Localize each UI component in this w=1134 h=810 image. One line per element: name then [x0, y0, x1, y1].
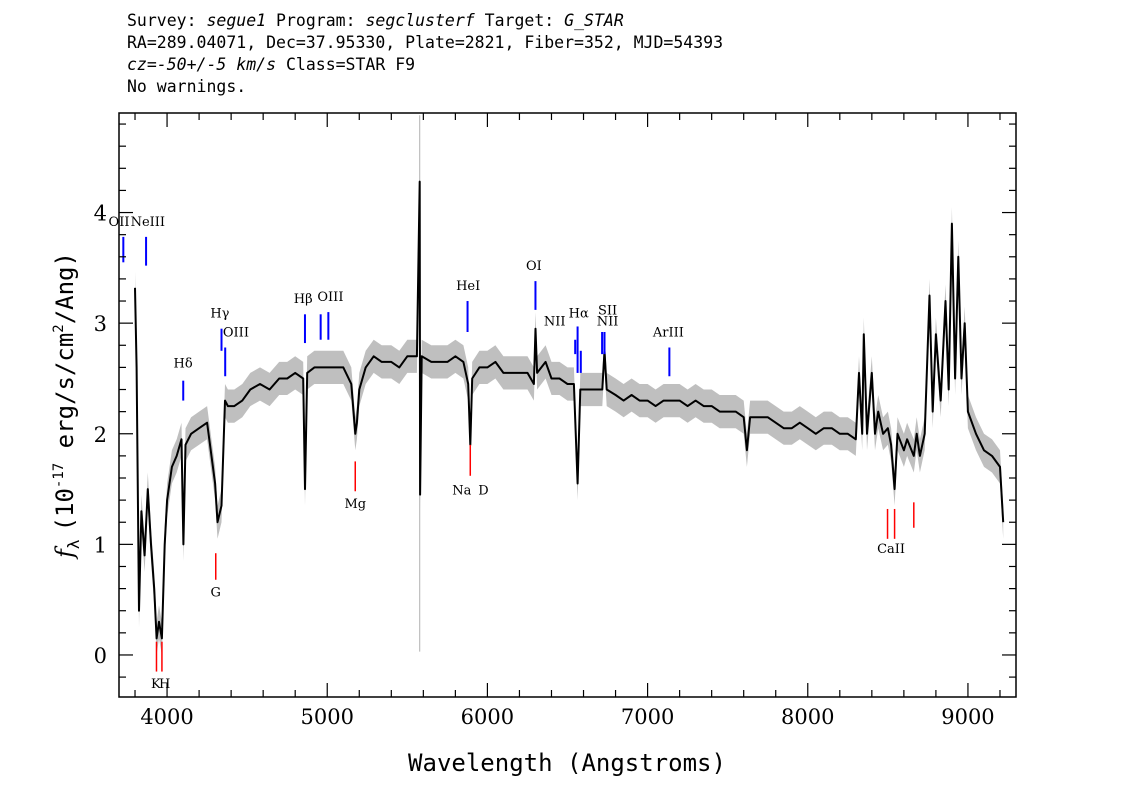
header-line-survey: Survey: segue1 Program: segclusterf Targ… — [127, 10, 723, 32]
absorption-label-0: K — [151, 677, 161, 692]
class-value: Class=STAR F9 — [285, 55, 416, 74]
y-axis-title-sub: λ — [64, 539, 83, 549]
emission-label-7: HeI — [456, 279, 480, 294]
header-line-warnings: No warnings. — [127, 77, 247, 96]
survey-value: segue1 — [206, 11, 267, 30]
absorption-label-4: Na — [452, 484, 471, 499]
survey-label: Survey: — [127, 11, 197, 30]
emission-label-3: Hγ — [210, 307, 229, 322]
y-tick-label-2: 2 — [94, 423, 107, 447]
x-tick-label-4: 8000 — [781, 705, 834, 729]
x-tick-label-2: 6000 — [461, 705, 514, 729]
emission-label-13: ArIII — [652, 325, 684, 340]
emission-label-1: NeIII — [131, 215, 165, 230]
x-tick-label-3: 7000 — [621, 705, 674, 729]
flux-line — [134, 180, 1005, 640]
spectrum-header: Survey: segue1 Program: segclusterf Targ… — [127, 10, 723, 98]
emission-label-4: OIII — [223, 325, 249, 340]
x-tick-label-1: 5000 — [301, 705, 354, 729]
y-tick-label-4: 4 — [94, 202, 107, 226]
emission-label-10: Hα — [569, 307, 589, 322]
y-axis-title-end: /Ang) — [51, 252, 79, 324]
header-line-coordinates: RA=289.04071, Dec=37.95330, Plate=2821, … — [127, 33, 724, 52]
x-tick-label-0: 4000 — [140, 705, 193, 729]
emission-label-8: OI — [526, 259, 542, 274]
y-tick-label-1: 1 — [94, 533, 107, 557]
program-label: Program: — [276, 11, 356, 30]
y-axis-title-open: (10 — [51, 488, 79, 531]
emission-label-11: SII — [598, 303, 617, 318]
axis-ticks-group — [119, 113, 1016, 697]
line-markers-group — [122, 236, 915, 672]
x-tick-label-5: 9000 — [941, 705, 994, 729]
absorption-label-5: D — [478, 484, 488, 499]
y-axis-title: fλ(10-17 erg/s/cm2/Ang) — [51, 252, 83, 560]
emission-label-6: OIII — [317, 290, 343, 305]
redshift-value: cz=-50+/-5 km/s — [127, 55, 277, 74]
absorption-label-3: Mg — [344, 497, 366, 512]
y-tick-label-0: 0 — [94, 644, 107, 668]
tick-labels-group: 4000 5000 6000 7000 8000 9000 0 1 2 3 4 — [94, 202, 995, 729]
absorption-label-6: CaII — [877, 542, 905, 557]
header-line-redshift: cz=-50+/-5 km/s Class=STAR F9 — [127, 54, 723, 76]
y-axis-title-units: erg/s/cm — [51, 333, 79, 463]
y-axis-title-sq: 2 — [51, 324, 67, 332]
flux-line-group — [134, 180, 1005, 640]
y-axis-title-exp: -17 — [51, 463, 67, 488]
program-value: segclusterf — [365, 11, 475, 30]
emission-label-2: Hδ — [173, 356, 192, 371]
emission-label-9: NII — [544, 314, 566, 329]
emission-label-5: Hβ — [294, 292, 313, 307]
target-label: Target: — [484, 11, 555, 30]
target-value: G_STAR — [564, 11, 624, 30]
absorption-label-1: H — [159, 677, 170, 692]
x-axis-title: Wavelength (Angstroms) — [408, 749, 726, 777]
emission-label-12: NII — [597, 314, 619, 329]
plot-frame — [118, 112, 1017, 698]
absorption-label-2: G — [211, 585, 221, 600]
y-tick-label-3: 3 — [94, 312, 107, 336]
